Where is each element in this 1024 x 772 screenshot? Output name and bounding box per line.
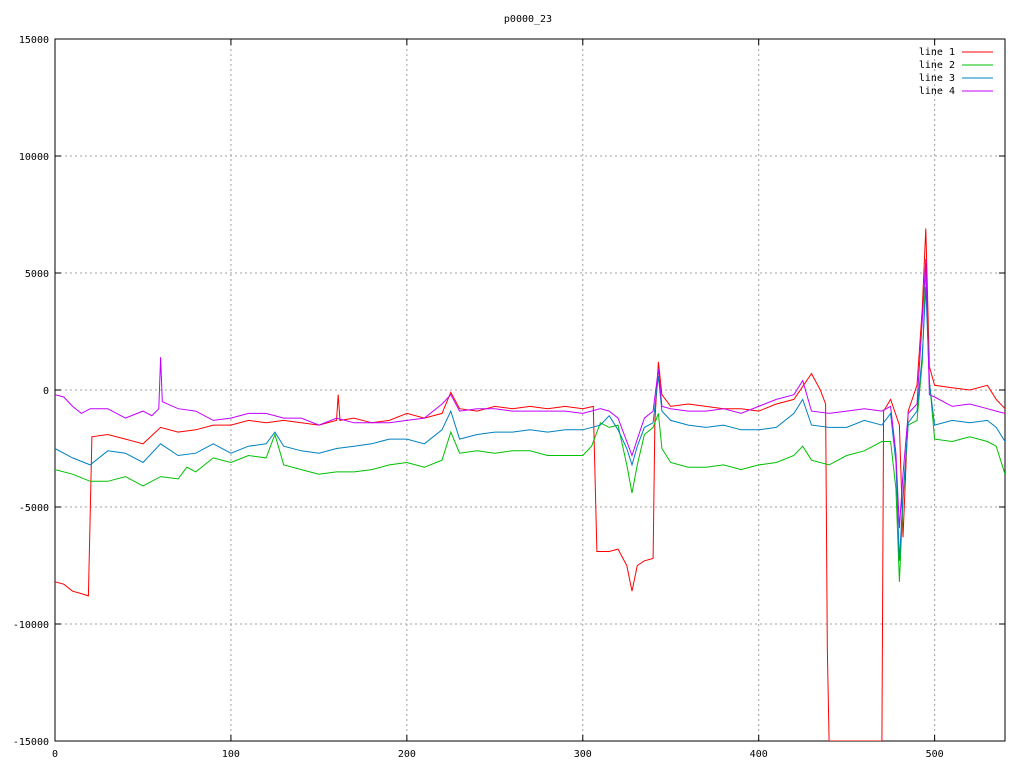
legend-label-1: line 1	[919, 47, 955, 58]
y-tick-label-4: 5000	[25, 269, 49, 280]
series-line-2	[55, 265, 1005, 582]
x-tick-label-2: 200	[398, 749, 416, 760]
x-tick-label-5: 500	[926, 749, 944, 760]
x-tick-label-0: 0	[52, 749, 58, 760]
y-tick-label-5: 10000	[19, 152, 49, 163]
series-lines	[55, 228, 1005, 741]
legend-label-4: line 4	[919, 86, 955, 97]
series-line-3	[55, 286, 1005, 561]
legend-label-3: line 3	[919, 73, 955, 84]
chart-title: p0000_23	[504, 14, 552, 25]
series-line-4	[55, 258, 1005, 529]
x-tick-label-4: 400	[750, 749, 768, 760]
y-tick-label-2: -5000	[19, 503, 49, 514]
y-tick-label-3: 0	[43, 386, 49, 397]
x-tick-label-1: 100	[222, 749, 240, 760]
series-line-1	[55, 228, 1005, 741]
y-tick-label-1: -10000	[13, 620, 49, 631]
axes: 0 100 200 300 400 500 -15000 -10000 -5000 0 5000 10…	[13, 35, 1006, 760]
legend: line 1 line 2 line 3 line 4	[919, 47, 993, 97]
y-tick-label-6: 15000	[19, 35, 49, 46]
y-tick-label-0: -15000	[13, 737, 49, 748]
legend-label-2: line 2	[919, 60, 955, 71]
x-tick-label-3: 300	[574, 749, 592, 760]
grid	[55, 39, 1005, 741]
